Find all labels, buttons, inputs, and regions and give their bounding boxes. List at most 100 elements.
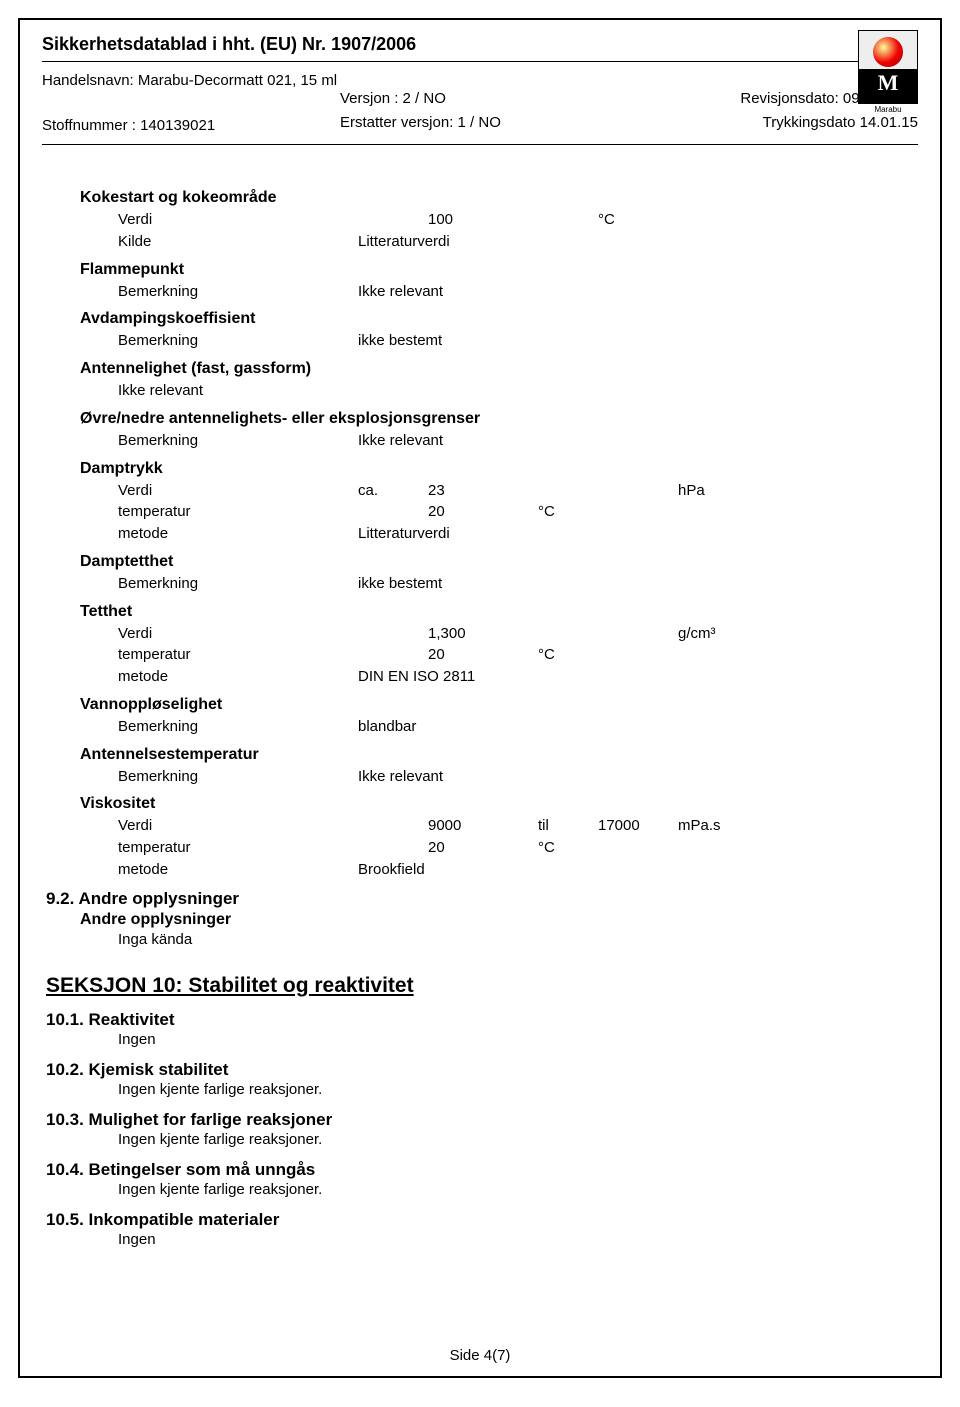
evap-heading: Avdampingskoeffisient (80, 310, 918, 328)
val: 100 (428, 209, 538, 231)
spacer (358, 837, 428, 859)
flash-row: Bemerkning Ikke relevant (118, 281, 918, 303)
page-frame: Sikkerhetsdatablad i hht. (EU) Nr. 1907/… (18, 18, 942, 1378)
logo-upper (859, 31, 917, 69)
limits-row: Bemerkning Ikke relevant (118, 430, 918, 452)
label: Kilde (118, 231, 358, 253)
density-temp-row: temperatur 20 °C (118, 644, 918, 666)
spacer (538, 480, 598, 502)
sec-10-3-text: Ingen kjente farlige reaksjoner. (118, 1131, 918, 1148)
vd-row: Bemerkning ikke bestemt (118, 573, 918, 595)
replaces-version: Erstatter versjon: 1 / NO (340, 114, 501, 131)
val (358, 209, 428, 231)
val: 9000 (428, 815, 538, 837)
density-verdi-row: Verdi 1,300 g/cm³ (118, 623, 918, 645)
sec-10-5-heading: 10.5. Inkompatible materialer (46, 1210, 918, 1230)
label: temperatur (118, 837, 358, 859)
label: Bemerkning (118, 573, 358, 595)
auto-ignition-row: Bemerkning Ikke relevant (118, 766, 918, 788)
sec-10-1-heading: 10.1. Reaktivitet (46, 1010, 918, 1030)
spacer (358, 623, 428, 645)
spacer (538, 623, 598, 645)
label: metode (118, 666, 358, 688)
document-body: Kokestart og kokeområde Verdi 100 °C Kil… (20, 151, 940, 1248)
label: Verdi (118, 623, 358, 645)
document-header: Sikkerhetsdatablad i hht. (EU) Nr. 1907/… (20, 20, 940, 151)
sec-10-2-heading: 10.2. Kjemisk stabilitet (46, 1060, 918, 1080)
label: metode (118, 523, 358, 545)
spacer (358, 815, 428, 837)
val: ikke bestemt (358, 330, 442, 352)
vapour-pressure-heading: Damptrykk (80, 460, 918, 478)
flammability-row: Ikke relevant (118, 380, 918, 402)
evap-row: Bemerkning ikke bestemt (118, 330, 918, 352)
unit: hPa (678, 480, 768, 502)
sec-10-4-heading: 10.4. Betingelser som må unngås (46, 1160, 918, 1180)
vp-method-row: metode Litteraturverdi (118, 523, 918, 545)
doc-title: Sikkerhetsdatablad i hht. (EU) Nr. 1907/… (42, 34, 918, 55)
val: Litteraturverdi (358, 523, 450, 545)
label: Bemerkning (118, 430, 358, 452)
water-sol-row: Bemerkning blandbar (118, 716, 918, 738)
unit: °C (598, 209, 678, 231)
page-footer: Side 4(7) (20, 1347, 940, 1364)
val2: 17000 (598, 815, 678, 837)
label: temperatur (118, 501, 358, 523)
sec-10-4-text: Ingen kjente farlige reaksjoner. (118, 1181, 918, 1198)
viscosity-heading: Viskositet (80, 795, 918, 813)
val: blandbar (358, 716, 416, 738)
divider (42, 61, 918, 62)
spacer (358, 644, 428, 666)
divider (42, 144, 918, 145)
sec-9-2-heading: 9.2. Andre opplysninger (46, 889, 918, 909)
label: Bemerkning (118, 281, 358, 303)
val: 20 (428, 837, 538, 859)
label: Verdi (118, 480, 358, 502)
marabu-logo: M (858, 30, 918, 104)
flash-heading: Flammepunkt (80, 261, 918, 279)
sec-9-2-sub: Andre opplysninger (80, 911, 918, 929)
vapour-density-heading: Damptetthet (80, 553, 918, 571)
val: 1,300 (428, 623, 538, 645)
auto-ignition-heading: Antennelsestemperatur (80, 746, 918, 764)
val: 23 (428, 480, 538, 502)
val: Litteraturverdi (358, 231, 450, 253)
density-heading: Tetthet (80, 603, 918, 621)
boiling-heading: Kokestart og kokeområde (80, 189, 918, 207)
spacer (598, 480, 678, 502)
val: 20 (428, 644, 538, 666)
sec-10-1-text: Ingen (118, 1031, 918, 1048)
vp-verdi-row: Verdi ca. 23 hPa (118, 480, 918, 502)
unit: °C (538, 501, 598, 523)
visc-temp-row: temperatur 20 °C (118, 837, 918, 859)
sec-10-2-text: Ingen kjente farlige reaksjoner. (118, 1081, 918, 1098)
print-date: Trykkingsdato 14.01.15 (763, 114, 918, 131)
label: Verdi (118, 209, 358, 231)
unit (538, 209, 598, 231)
unit: g/cm³ (678, 623, 768, 645)
sec-10-5-text: Ingen (118, 1231, 918, 1248)
spacer (598, 623, 678, 645)
logo-subtext: Marabu (860, 105, 916, 114)
prefix: ca. (358, 480, 428, 502)
vp-temp-row: temperatur 20 °C (118, 501, 918, 523)
density-method-row: metode DIN EN ISO 2811 (118, 666, 918, 688)
label: metode (118, 859, 358, 881)
water-sol-heading: Vannoppløselighet (80, 696, 918, 714)
logo-letter: M (859, 69, 917, 103)
boiling-verdi-row: Verdi 100 °C (118, 209, 918, 231)
spacer (358, 501, 428, 523)
val: Ikke relevant (118, 380, 358, 402)
to: til (538, 815, 598, 837)
label: Bemerkning (118, 330, 358, 352)
unit: °C (538, 837, 598, 859)
val: Ikke relevant (358, 281, 443, 303)
val: Brookfield (358, 859, 425, 881)
boiling-kilde-row: Kilde Litteraturverdi (118, 231, 918, 253)
section-10-heading: SEKSJON 10: Stabilitet og reaktivitet (46, 974, 918, 998)
label: Bemerkning (118, 716, 358, 738)
unit: mPa.s (678, 815, 768, 837)
visc-verdi-row: Verdi 9000 til 17000 mPa.s (118, 815, 918, 837)
limits-heading: Øvre/nedre antennelighets- eller eksplos… (80, 410, 918, 428)
unit: °C (538, 644, 598, 666)
